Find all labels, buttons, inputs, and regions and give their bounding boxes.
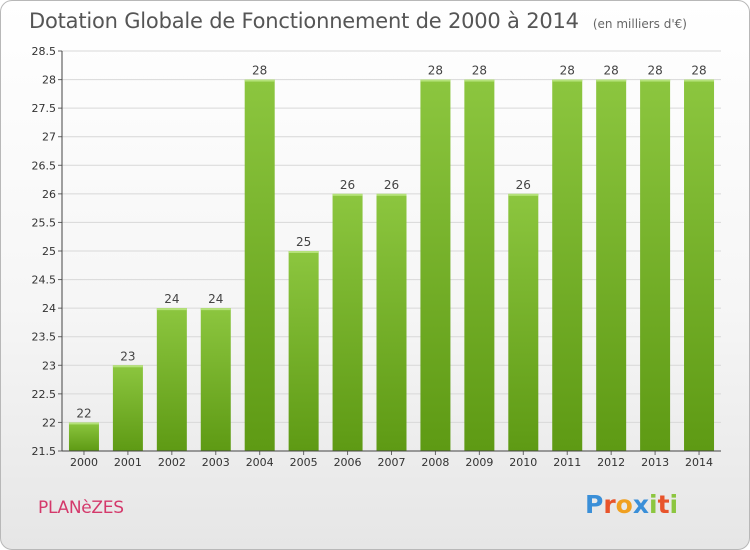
bar (508, 193, 539, 451)
logo-letter: r (603, 490, 616, 519)
bar-value-label: 26 (340, 178, 355, 192)
bar-value-label: 22 (76, 406, 91, 420)
bars: 22 23 24 24 28 25 26 26 28 28 26 28 28 28 28 (68, 64, 715, 452)
bar-highlight (200, 308, 231, 311)
x-tick-label: 2014 (685, 456, 713, 469)
bar-highlight (508, 193, 539, 196)
y-tick-label: 28.5 (32, 45, 57, 58)
logo-letter: i (649, 490, 658, 519)
bar (596, 79, 627, 452)
y-tick-label: 25.5 (32, 216, 57, 229)
title-line: Dotation Globale de Fonctionnement de 20… (29, 9, 687, 33)
x-tick-label: 2004 (246, 456, 274, 469)
proxiti-logo: Proxiti (585, 490, 678, 519)
y-tick-label: 25 (42, 245, 56, 258)
y-tick-label: 26 (42, 188, 56, 201)
bar (376, 193, 407, 451)
x-tick-label: 2007 (378, 456, 406, 469)
bar (288, 251, 319, 451)
y-tick-label: 24 (42, 302, 56, 315)
x-tick-label: 2008 (421, 456, 449, 469)
y-tick-label: 23 (42, 359, 56, 372)
bar-value-label: 26 (384, 178, 399, 192)
bar-value-label: 24 (164, 292, 179, 306)
x-tick-label: 2009 (465, 456, 493, 469)
bar-highlight (376, 193, 407, 196)
bar-highlight (112, 365, 143, 368)
bar (552, 79, 583, 452)
bar-value-label: 28 (691, 64, 706, 78)
bar-highlight (288, 251, 319, 253)
bar (156, 308, 187, 451)
x-tick-label: 2000 (70, 456, 98, 469)
bar-value-label: 28 (560, 64, 575, 78)
bar-value-label: 28 (647, 64, 662, 78)
bar (112, 365, 143, 451)
y-tick-label: 23.5 (32, 331, 57, 344)
bar-highlight (596, 79, 627, 82)
chart-subtitle: (en milliers d'€) (592, 17, 687, 31)
x-tick-label: 2006 (334, 456, 362, 469)
x-tick-label: 2010 (509, 456, 537, 469)
bar-value-label: 24 (208, 292, 223, 306)
y-tick-label: 21.5 (32, 445, 57, 458)
bar-highlight (332, 193, 363, 196)
bar-highlight (420, 79, 451, 82)
bar-value-label: 28 (428, 64, 443, 78)
bar-highlight (684, 79, 715, 82)
bar-highlight (244, 79, 275, 82)
y-tick-label: 22.5 (32, 388, 57, 401)
commune-name: PLANèZES (38, 498, 124, 518)
bar-value-label: 26 (516, 178, 531, 192)
y-tick-label: 24.5 (32, 274, 57, 287)
x-tick-label: 2002 (158, 456, 186, 469)
bar (464, 79, 495, 452)
y-tick-label: 28 (42, 74, 56, 87)
bar-highlight (156, 308, 187, 311)
bar (420, 79, 451, 452)
x-tick-label: 2013 (641, 456, 669, 469)
bar-value-label: 25 (296, 235, 311, 249)
bar-highlight (640, 79, 671, 82)
x-tick-label: 2005 (290, 456, 318, 469)
x-tick-label: 2001 (114, 456, 142, 469)
logo-letter: P (585, 490, 604, 519)
logo-letter: t (657, 490, 670, 519)
bar (684, 79, 715, 452)
bar-value-label: 28 (252, 64, 267, 78)
bar (244, 79, 275, 452)
y-tick-label: 22 (42, 416, 56, 429)
logo-letter: x (632, 490, 649, 519)
x-tick-label: 2012 (597, 456, 625, 469)
bar (68, 422, 99, 451)
bar (332, 193, 363, 451)
bar (200, 308, 231, 451)
x-tick-label: 2011 (553, 456, 581, 469)
y-tick-label: 26.5 (32, 159, 57, 172)
bar-value-label: 28 (604, 64, 619, 78)
y-tick-label: 27.5 (32, 102, 57, 115)
y-tick-label: 27 (42, 131, 56, 144)
bar (640, 79, 671, 452)
bar-highlight (464, 79, 495, 82)
bar-value-label: 23 (120, 349, 135, 363)
bar-highlight (552, 79, 583, 82)
bar-value-label: 28 (472, 64, 487, 78)
logo-letter: i (669, 490, 679, 519)
axes: 21.5 22 22.5 23 23.5 24 24.5 25 25.5 26 26.5 27 27.5… (32, 45, 721, 469)
x-tick-label: 2003 (202, 456, 230, 469)
bar-highlight (68, 422, 99, 425)
logo-letter: o (615, 490, 633, 519)
chart-title: Dotation Globale de Fonctionnement de 20… (29, 9, 579, 33)
